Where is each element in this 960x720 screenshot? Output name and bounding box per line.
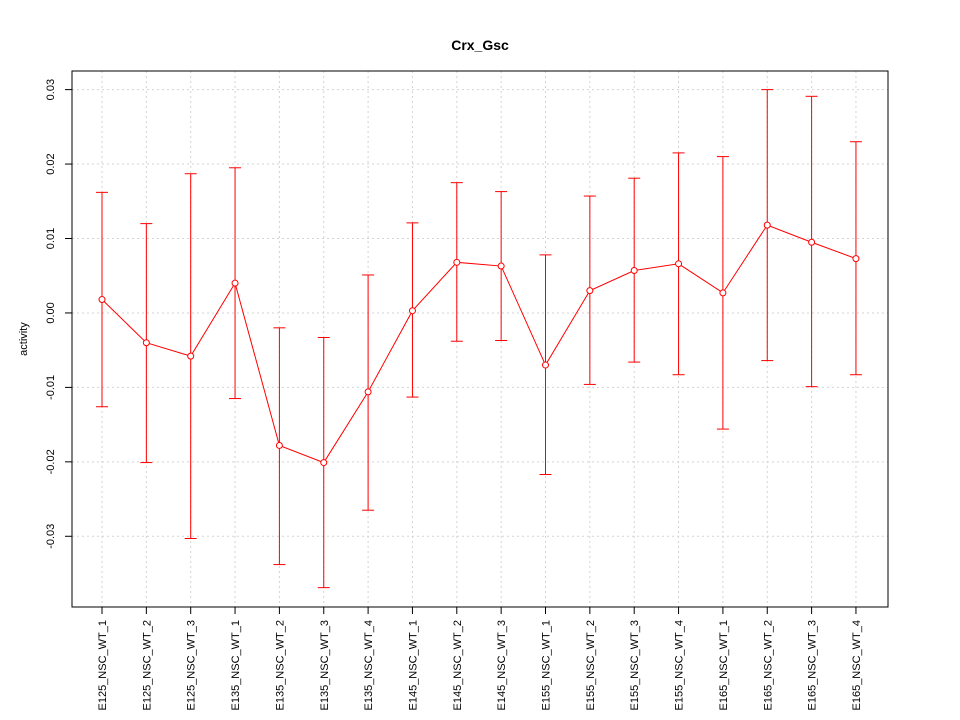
x-axis: E125_NSC_WT_1 E125_NSC_WT_2 E125_NSC_WT_3 E… [97, 607, 863, 711]
x-tick-label: E155_NSC_WT_2 [585, 620, 597, 711]
y-tick-label: 0.03 [45, 79, 57, 100]
x-tick-label: E165_NSC_WT_4 [851, 620, 863, 711]
x-tick-label: E135_NSC_WT_1 [230, 620, 242, 711]
x-tick-label: E135_NSC_WT_2 [274, 620, 286, 711]
x-tick-label: E135_NSC_WT_4 [363, 620, 375, 711]
x-tick-label: E125_NSC_WT_1 [97, 620, 109, 711]
grid [72, 71, 888, 607]
y-tick-label: -0.02 [45, 449, 57, 474]
y-tick-label: -0.01 [45, 375, 57, 400]
data-point [453, 258, 461, 266]
data-point [763, 221, 771, 229]
x-tick-label: E125_NSC_WT_2 [141, 620, 153, 711]
data-point [231, 279, 239, 287]
data-point [630, 267, 638, 275]
data-point [408, 307, 416, 315]
x-tick-label: E165_NSC_WT_3 [807, 620, 819, 711]
x-tick-label: E145_NSC_WT_1 [407, 620, 419, 711]
data-point [808, 238, 816, 246]
data-point [675, 260, 683, 268]
chart-title: Crx_Gsc [451, 37, 509, 53]
y-tick-label: -0.03 [45, 524, 57, 549]
data-point [586, 287, 594, 295]
y-tick-label: 0.00 [45, 302, 57, 323]
x-tick-label: E135_NSC_WT_3 [319, 620, 331, 711]
data-point [364, 388, 372, 396]
data-point [142, 339, 150, 347]
x-tick-label: E145_NSC_WT_2 [452, 620, 464, 711]
data-point [320, 459, 328, 467]
x-tick-label: E155_NSC_WT_4 [674, 620, 686, 711]
x-tick-label: E165_NSC_WT_2 [762, 620, 774, 711]
x-tick-label: E155_NSC_WT_1 [541, 620, 553, 711]
data-point [275, 441, 283, 449]
series-line [101, 224, 857, 464]
data-point [497, 262, 505, 270]
y-axis: -0.03 -0.02 -0.01 0.00 0.01 0.02 0.03 [45, 79, 72, 549]
x-tick-label: E125_NSC_WT_3 [186, 620, 198, 711]
y-tick-label: 0.02 [45, 153, 57, 174]
data-point [187, 352, 195, 360]
y-axis-label: activity [18, 322, 30, 356]
x-tick-label: E165_NSC_WT_1 [718, 620, 730, 711]
plot-frame [71, 70, 889, 608]
y-tick-label: 0.01 [45, 228, 57, 249]
data-point [542, 361, 549, 369]
series-activity [96, 89, 862, 589]
data-point [852, 255, 860, 263]
data-point [719, 289, 727, 297]
x-tick-label: E145_NSC_WT_3 [496, 620, 508, 711]
x-tick-label: E155_NSC_WT_3 [629, 620, 641, 711]
data-point [98, 296, 106, 304]
